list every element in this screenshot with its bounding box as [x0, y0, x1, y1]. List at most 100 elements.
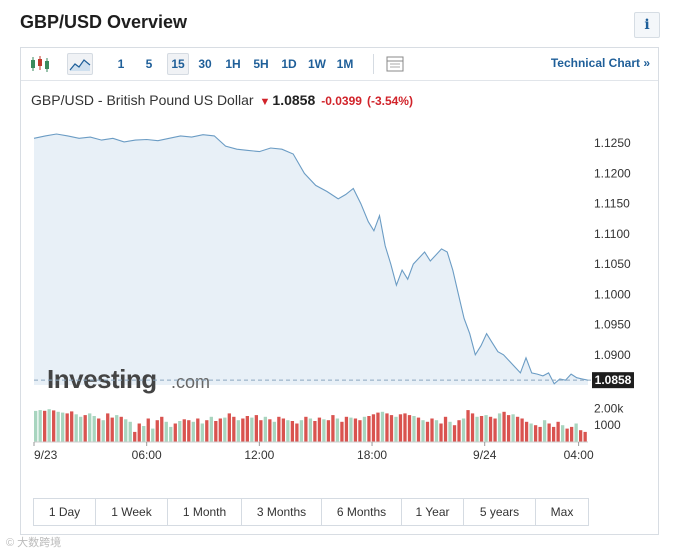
volume-bar — [326, 420, 331, 442]
volume-bar — [245, 416, 249, 442]
y-tick-label: 1.1200 — [594, 166, 631, 180]
volume-bar — [331, 415, 335, 442]
volume-bar — [146, 418, 150, 442]
price-area-fill — [34, 134, 588, 385]
volume-bar — [232, 416, 236, 442]
volume-bar — [394, 416, 398, 442]
volume-bar — [335, 418, 340, 442]
y-tick-label: 1.0900 — [594, 348, 631, 362]
volume-bar — [227, 413, 231, 442]
volume-bar — [119, 416, 123, 442]
candlestick-icon — [31, 56, 49, 72]
volume-bar — [169, 426, 173, 442]
interval-button-5h[interactable]: 5H — [253, 57, 269, 71]
volume-bar — [529, 423, 533, 442]
volume-bar — [349, 417, 353, 442]
table-view-button[interactable] — [385, 54, 405, 74]
volume-bar — [524, 421, 529, 442]
down-arrow-icon: ▼ — [259, 96, 271, 108]
volume-bar — [308, 418, 313, 442]
volume-tick-label: 2.00k — [594, 401, 624, 415]
interval-button-1h[interactable]: 1H — [225, 57, 241, 71]
volume-bar — [497, 413, 502, 442]
volume-bar — [74, 414, 78, 442]
x-tick-label: 12:00 — [244, 448, 274, 462]
range-button-5-years[interactable]: 5 years — [464, 499, 536, 525]
volume-bar — [52, 410, 56, 442]
volume-bar — [412, 416, 416, 442]
volume-bar — [313, 421, 317, 442]
y-tick-label: 1.1100 — [594, 227, 630, 241]
volume-bar — [470, 413, 475, 442]
volume-bar — [124, 419, 128, 442]
volume-bar — [290, 421, 295, 442]
volume-bar — [380, 411, 385, 442]
volume-bar — [515, 416, 520, 442]
volume-bar — [209, 416, 213, 442]
volume-bar — [88, 413, 92, 442]
chart-toolbar: 1 5 15 30 1H 5H 1D 1W 1M Technical Chart » — [21, 48, 658, 81]
volume-bar — [38, 410, 42, 442]
technical-chart-link[interactable]: Technical Chart » — [550, 56, 650, 70]
volume-bar — [376, 412, 380, 442]
candlestick-chart-button[interactable] — [29, 54, 51, 74]
volume-bar — [304, 416, 308, 442]
volume-bar — [569, 426, 574, 442]
volume-bar — [259, 420, 263, 442]
volume-bar — [398, 414, 403, 442]
chart-widget: 1 5 15 30 1H 5H 1D 1W 1M Technical Chart » GBP/U… — [20, 47, 659, 535]
volume-bar — [479, 416, 484, 442]
quote-header: GBP/USD - British Pound US Dollar ▼ 1.0858… — [31, 92, 413, 108]
interval-button-1[interactable]: 1 — [117, 57, 125, 71]
range-button-max[interactable]: Max — [550, 505, 574, 519]
range-button-1-month[interactable]: 1 Month — [168, 499, 242, 525]
volume-bar — [443, 416, 448, 442]
volume-bar — [106, 413, 110, 442]
volume-bar — [83, 415, 87, 442]
volume-bar — [425, 421, 430, 442]
volume-bar — [101, 420, 105, 442]
range-button-3-months[interactable]: 3 Months — [242, 499, 322, 525]
range-button-6-months[interactable]: 6 Months — [322, 499, 402, 525]
volume-bar — [457, 420, 461, 442]
volume-bar — [115, 415, 119, 442]
investing-logo-suffix: .com — [171, 372, 210, 392]
volume-bar — [47, 409, 51, 442]
volume-tick-label: 1000 — [594, 418, 621, 432]
volume-bar — [92, 416, 96, 442]
volume-bar — [272, 421, 277, 442]
volume-bar — [475, 416, 479, 442]
price-chart[interactable]: Investing .com 1.0858 1.1250 1.1200 1.1150 1.1… — [21, 48, 658, 488]
x-tick-label: 9/23 — [34, 448, 58, 462]
volume-bar — [448, 421, 452, 442]
volume-bar — [65, 413, 69, 442]
volume-bar — [110, 417, 114, 442]
area-chart-button[interactable] — [67, 53, 93, 75]
y-tick-label: 1.1150 — [594, 197, 630, 211]
interval-button-30[interactable]: 30 — [198, 57, 212, 71]
interval-button-1w[interactable]: 1W — [308, 57, 326, 71]
watermark-text: © 大数跨境 — [6, 537, 62, 549]
volume-bar — [236, 420, 240, 442]
last-price-label: 1.0858 — [595, 373, 632, 387]
range-button-1-year[interactable]: 1 Year — [402, 499, 464, 525]
volume-bar — [214, 421, 218, 442]
y-tick-label: 1.1000 — [594, 287, 631, 301]
interval-button-5[interactable]: 5 — [145, 57, 153, 71]
volume-bar — [133, 431, 137, 442]
volume-bar — [218, 418, 222, 442]
volume-bar — [160, 416, 164, 442]
range-button-1-week[interactable]: 1 Week — [96, 499, 168, 525]
volume-bar — [547, 423, 551, 442]
volume-bar — [61, 412, 65, 442]
info-button[interactable]: i — [634, 12, 660, 38]
area-chart-icon — [69, 59, 91, 71]
range-button-1-day[interactable]: 1 Day — [34, 499, 96, 525]
volume-bar — [254, 415, 258, 442]
interval-button-1m[interactable]: 1M — [336, 57, 354, 71]
volume-bar — [79, 416, 83, 442]
volume-bar — [286, 420, 290, 442]
interval-button-15[interactable]: 15 — [167, 53, 189, 75]
interval-button-1d[interactable]: 1D — [281, 57, 297, 71]
volume-bar — [416, 417, 421, 442]
